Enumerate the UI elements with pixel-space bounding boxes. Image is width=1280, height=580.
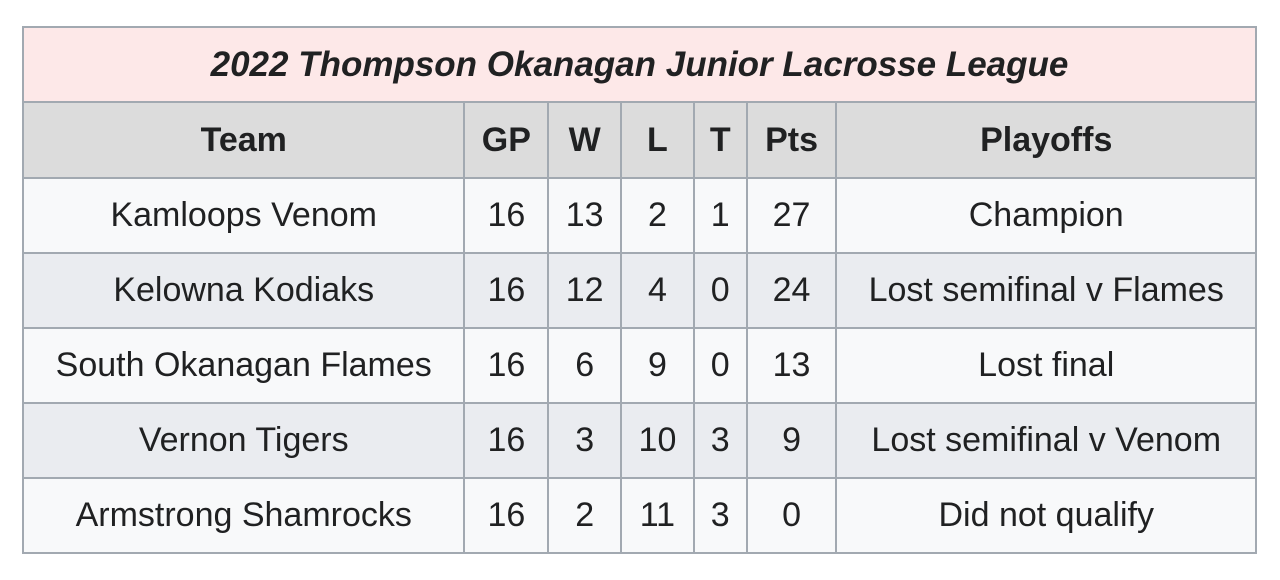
cell-playoffs: Lost semifinal v Venom: [835, 402, 1257, 479]
cell-playoffs: Lost semifinal v Flames: [835, 252, 1257, 329]
cell-l: 11: [620, 477, 695, 554]
column-header-l: L: [620, 101, 695, 179]
cell-team: Armstrong Shamrocks: [21, 477, 466, 554]
cell-team: Vernon Tigers: [21, 402, 466, 479]
cell-t: 0: [692, 327, 748, 404]
cell-t: 3: [692, 477, 748, 554]
cell-team: Kelowna Kodiaks: [21, 252, 466, 329]
cell-team: Kamloops Venom: [21, 177, 466, 254]
cell-t: 1: [692, 177, 748, 254]
cell-w: 2: [547, 477, 623, 554]
cell-playoffs: Did not qualify: [835, 477, 1257, 554]
table-row: Kamloops Venom 16 13 2 1 27 Champion: [21, 177, 1257, 254]
table-caption: 2022 Thompson Okanagan Junior Lacrosse L…: [22, 26, 1257, 103]
cell-pts: 9: [745, 402, 838, 479]
table-row: Kelowna Kodiaks 16 12 4 0 24 Lost semifi…: [21, 252, 1257, 329]
cell-t: 3: [692, 402, 748, 479]
table-header-row: Team GP W L T Pts Playoffs: [21, 101, 1257, 179]
cell-gp: 16: [463, 402, 550, 479]
cell-gp: 16: [463, 477, 550, 554]
cell-team: South Okanagan Flames: [21, 327, 466, 404]
cell-gp: 16: [463, 327, 550, 404]
cell-l: 9: [620, 327, 695, 404]
cell-gp: 16: [463, 252, 550, 329]
standings-table: 2022 Thompson Okanagan Junior Lacrosse L…: [21, 26, 1257, 554]
table-row: Vernon Tigers 16 3 10 3 9 Lost semifinal…: [21, 402, 1257, 479]
cell-w: 13: [547, 177, 623, 254]
table-row: South Okanagan Flames 16 6 9 0 13 Lost f…: [21, 327, 1257, 404]
cell-l: 2: [620, 177, 695, 254]
cell-playoffs: Lost final: [835, 327, 1257, 404]
cell-w: 3: [547, 402, 623, 479]
column-header-t: T: [692, 101, 748, 179]
cell-playoffs: Champion: [835, 177, 1257, 254]
cell-pts: 24: [745, 252, 838, 329]
table-caption-row: 2022 Thompson Okanagan Junior Lacrosse L…: [22, 26, 1257, 103]
cell-w: 12: [547, 252, 623, 329]
column-header-pts: Pts: [745, 101, 838, 179]
cell-l: 4: [620, 252, 695, 329]
column-header-team: Team: [21, 101, 466, 179]
column-header-playoffs: Playoffs: [835, 101, 1257, 179]
cell-pts: 27: [745, 177, 838, 254]
cell-t: 0: [692, 252, 748, 329]
cell-w: 6: [547, 327, 623, 404]
column-header-w: W: [547, 101, 623, 179]
cell-pts: 13: [745, 327, 838, 404]
cell-pts: 0: [745, 477, 838, 554]
cell-gp: 16: [463, 177, 550, 254]
table-row: Armstrong Shamrocks 16 2 11 3 0 Did not …: [21, 477, 1257, 554]
cell-l: 10: [620, 402, 695, 479]
column-header-gp: GP: [463, 101, 550, 179]
